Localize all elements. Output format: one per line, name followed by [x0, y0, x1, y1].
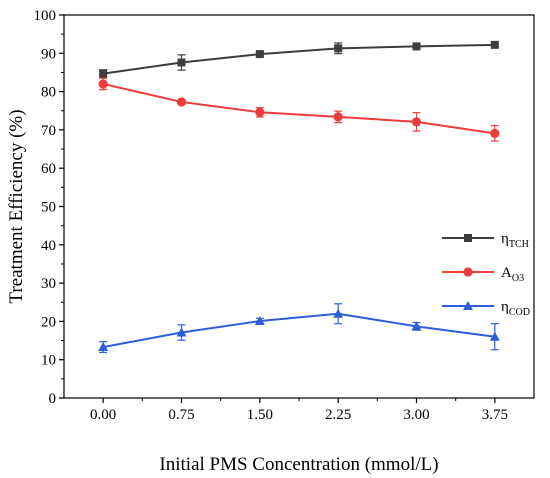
legend-marker	[463, 301, 473, 310]
y-tick-label: 70	[41, 123, 56, 139]
y-axis-title: Treatment Efficiency (%)	[6, 109, 27, 303]
y-tick-label: 50	[41, 200, 56, 216]
data-point	[333, 112, 343, 122]
data-point	[490, 40, 499, 49]
y-tick-label: 40	[41, 238, 56, 254]
legend: ηTCH AO3 ηCOD	[442, 231, 530, 318]
series-line	[103, 43, 495, 75]
x-tick-label: 2.25	[325, 407, 351, 423]
legend-entry-tch: ηTCH	[442, 231, 529, 250]
data-point	[411, 117, 422, 127]
x-tick-label: 0.00	[90, 407, 116, 423]
y-tick-label: 30	[41, 276, 56, 292]
data-point	[489, 331, 500, 341]
legend-marker	[463, 267, 473, 277]
y-tick-label: 60	[41, 161, 56, 177]
series-line	[102, 82, 495, 135]
x-tick-label: 3.75	[482, 407, 508, 423]
x-axis-title: Initial PMS Concentration (mmol/L)	[159, 454, 438, 475]
series-tch	[99, 40, 499, 79]
y-tick-label: 20	[41, 314, 56, 330]
y-tick-label: 80	[41, 85, 56, 101]
axes: 0 10 20 30 40 50 60 70 80 90 100 0.00 0.75 1.50 2.25 3.…	[34, 8, 535, 423]
legend-label: ηCOD	[501, 299, 530, 318]
data-point	[411, 321, 422, 331]
series-layer	[98, 40, 500, 354]
y-tick-label: 100	[34, 8, 57, 24]
data-point	[255, 50, 264, 59]
legend-marker	[464, 234, 472, 242]
y-tick-label: 10	[41, 353, 56, 369]
data-point	[333, 308, 344, 318]
series-cod	[98, 303, 500, 354]
data-point	[254, 316, 265, 326]
x-tick-label: 0.75	[168, 407, 194, 423]
data-point	[99, 69, 108, 78]
series-line	[102, 312, 495, 349]
data-point	[412, 42, 421, 51]
data-point	[176, 327, 187, 337]
data-point	[176, 97, 187, 107]
data-point	[98, 79, 108, 89]
data-point	[255, 107, 265, 117]
data-point	[490, 128, 500, 138]
legend-entry-cod: ηCOD	[442, 299, 530, 318]
x-tick-label: 1.50	[247, 407, 273, 423]
x-tick-label: 3.00	[403, 407, 429, 423]
data-point	[334, 44, 343, 53]
y-tick-label: 90	[41, 46, 56, 62]
y-tick-label: 0	[49, 391, 57, 407]
legend-label: AO3	[501, 265, 524, 284]
series-o3	[98, 77, 500, 142]
legend-entry-o3: AO3	[442, 265, 524, 284]
data-point	[177, 58, 186, 67]
data-point	[98, 342, 109, 352]
legend-label: ηTCH	[501, 231, 529, 250]
